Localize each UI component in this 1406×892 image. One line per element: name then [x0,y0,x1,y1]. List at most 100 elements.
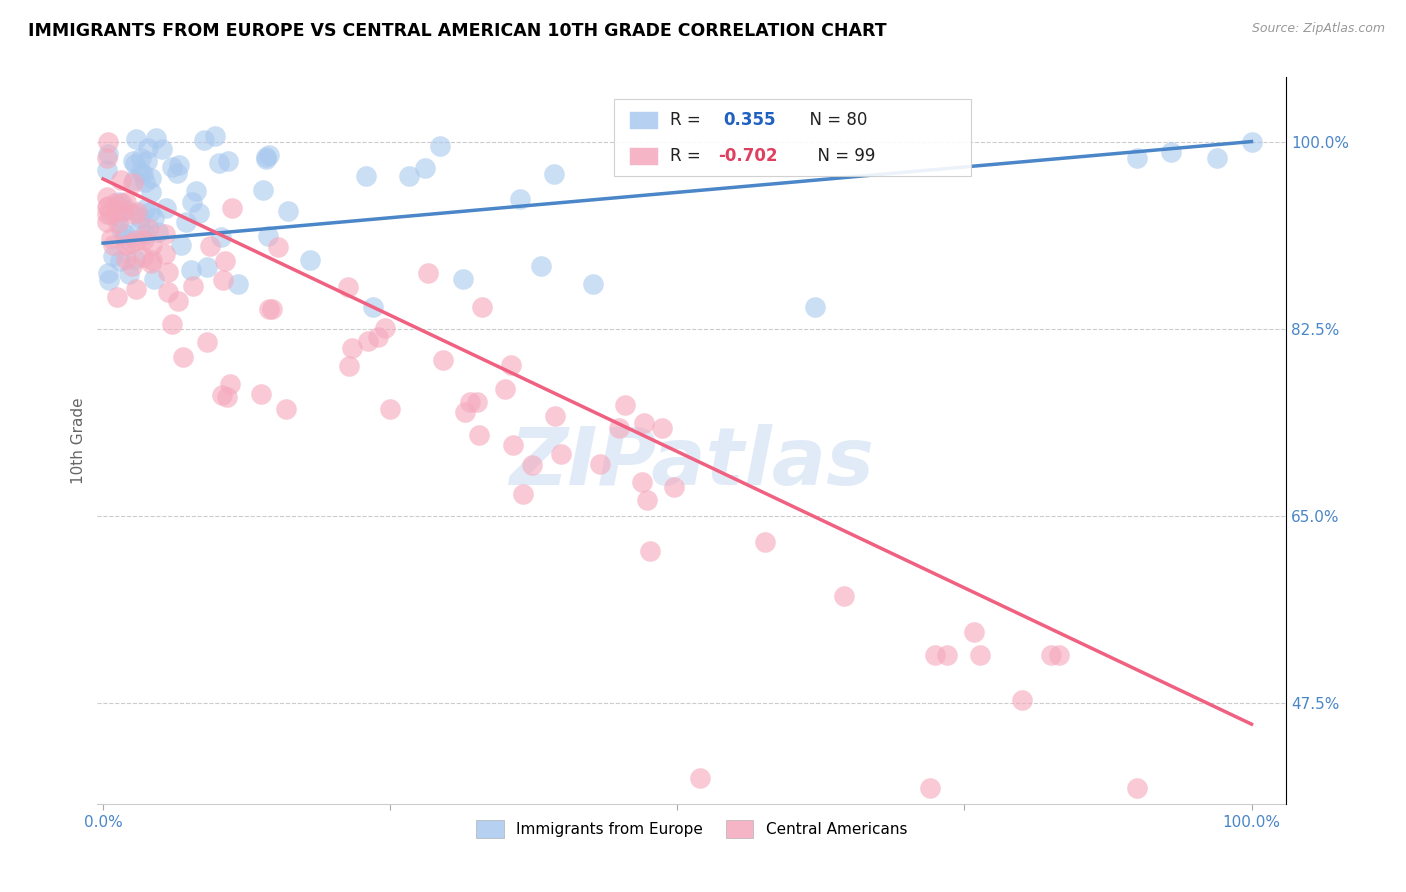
Point [1011,692,1033,706]
Point [112,203,135,218]
Point [1049,648,1071,662]
Point [125,132,148,146]
Point [501,358,523,372]
Point [121,176,143,190]
Point [150,143,173,157]
Point [509,192,531,206]
Point [834,589,856,603]
Point [108,195,131,210]
Point [1240,135,1263,149]
Text: 0.355: 0.355 [724,111,776,128]
Point [963,625,986,640]
Point [936,648,959,662]
Point [276,401,298,416]
Point [607,421,630,435]
Point [96,207,118,221]
Point [127,205,149,219]
Point [1125,151,1147,165]
Point [467,428,489,442]
Point [209,230,232,244]
Text: R =: R = [671,147,706,165]
Point [186,184,208,198]
Point [689,771,711,785]
Point [132,233,155,247]
FancyBboxPatch shape [628,111,658,128]
Point [124,207,146,221]
Point [111,195,134,210]
FancyBboxPatch shape [614,99,972,176]
Point [380,401,402,416]
Point [217,390,239,404]
Text: N = 80: N = 80 [799,111,868,128]
Point [662,480,685,494]
Point [97,266,120,280]
Point [458,395,481,409]
Text: IMMIGRANTS FROM EUROPE VS CENTRAL AMERICAN 10TH GRADE CORRELATION CHART: IMMIGRANTS FROM EUROPE VS CENTRAL AMERIC… [28,22,887,40]
Point [918,781,941,796]
Point [97,135,120,149]
Point [638,543,661,558]
Point [120,235,142,250]
Point [101,238,124,252]
Point [614,398,637,412]
Point [1160,145,1182,160]
Point [134,227,156,242]
Point [155,201,177,215]
Text: -0.702: -0.702 [718,147,778,165]
Point [337,359,360,374]
Point [636,492,658,507]
Point [208,155,231,169]
Point [218,153,240,168]
Point [138,204,160,219]
Point [143,211,166,226]
Point [101,249,124,263]
Point [254,152,277,166]
Point [429,138,451,153]
Point [276,204,298,219]
Point [249,387,271,401]
Point [257,147,280,161]
Point [96,190,118,204]
Point [200,239,222,253]
Point [219,377,242,392]
Point [252,183,274,197]
Point [134,202,156,217]
Point [357,334,380,348]
Point [522,458,544,473]
Point [139,256,162,270]
Point [125,282,148,296]
Point [162,317,184,331]
Point [432,353,454,368]
Point [153,247,176,261]
Point [337,279,360,293]
Point [105,290,128,304]
Point [187,206,209,220]
Point [340,341,363,355]
Point [96,151,118,165]
Point [134,175,156,189]
Point [121,259,143,273]
Point [267,240,290,254]
Point [136,221,159,235]
Point [465,394,488,409]
Point [108,254,131,268]
Point [257,301,280,316]
Point [122,154,145,169]
Point [172,350,194,364]
Point [110,173,132,187]
Point [416,266,439,280]
Legend: Immigrants from Europe, Central Americans: Immigrants from Europe, Central American… [470,814,912,844]
Point [146,225,169,239]
Point [228,277,250,291]
Point [107,216,129,230]
Point [96,215,118,229]
Point [129,211,152,225]
Point [157,285,180,300]
Point [114,195,136,210]
Point [354,169,377,184]
Point [96,162,118,177]
Point [454,405,477,419]
Point [180,195,202,210]
Point [153,227,176,241]
Point [193,133,215,147]
